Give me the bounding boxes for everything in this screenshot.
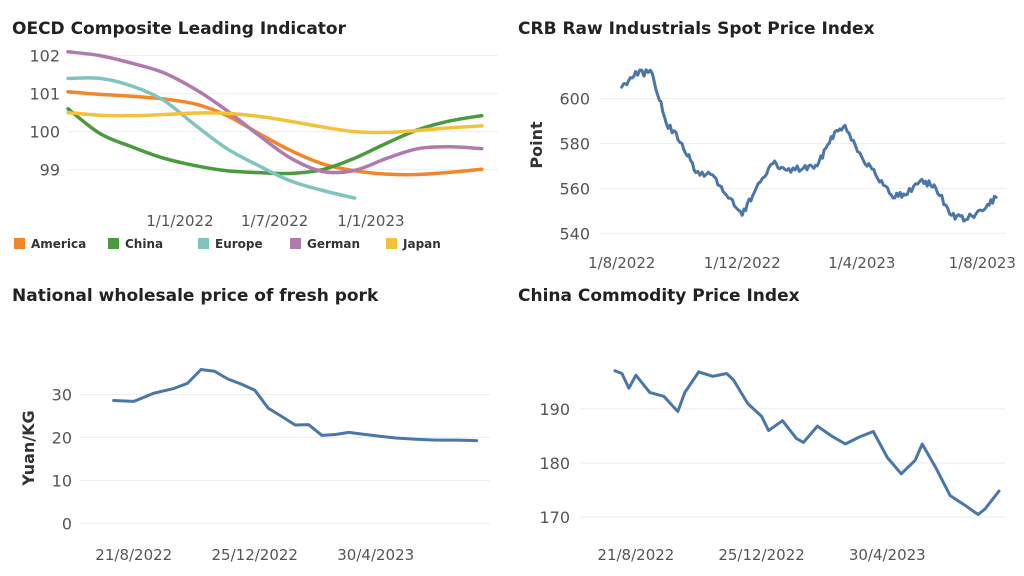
chart-oecd-y-tick: 100 (29, 123, 60, 142)
chart-crb-grid (600, 97, 1006, 234)
legend-label-america: America (31, 237, 86, 251)
chart-pork-x-ticks: 21/8/2022 25/12/2022 30/4/2023 (95, 546, 414, 564)
chart-oecd-y-tick: 99 (40, 161, 60, 180)
legend-swatch-german (290, 238, 301, 249)
chart-commodity-y-tick: 190 (539, 400, 570, 419)
chart-commodity-y-tick: 180 (539, 454, 570, 473)
chart-commodity-x-ticks: 21/8/2022 25/12/2022 30/4/2023 (597, 546, 925, 564)
chart-pork-y-tick: 30 (52, 385, 72, 404)
chart-commodity-series-line (613, 369, 1001, 516)
chart-commodity-y-tick: 170 (539, 508, 570, 527)
chart-pork-y-tick: 10 (52, 472, 72, 491)
chart-crb-x-tick: 1/4/2023 (828, 254, 895, 272)
chart-oecd-y-tick: 101 (29, 85, 60, 104)
chart-commodity: China Commodity Price Index 170 180 190 21… (518, 286, 1006, 564)
chart-oecd-title: OECD Composite Leading Indicator (12, 19, 347, 39)
chart-pork-x-tick: 25/12/2022 (212, 546, 298, 564)
chart-oecd-x-tick: 1/1/2023 (337, 212, 404, 230)
chart-commodity-grid (580, 408, 1006, 518)
chart-crb-x-tick: 1/12/2022 (704, 254, 781, 272)
chart-oecd-series-german (66, 50, 484, 175)
legend-swatch-america (14, 238, 25, 249)
chart-commodity-x-tick: 21/8/2022 (597, 546, 674, 564)
chart-oecd-grid (68, 55, 498, 171)
legend-label-europe: Europe (215, 237, 263, 251)
chart-commodity-series (613, 369, 1001, 516)
chart-oecd-x-tick: 1/1/2022 (146, 212, 213, 230)
legend-swatch-japan (386, 238, 397, 249)
legend-label-japan: Japan (402, 237, 441, 251)
chart-crb-y-tick: 540 (559, 224, 590, 243)
chart-crb-y-ticks: 540 560 580 600 (559, 89, 590, 243)
chart-oecd-y-ticks: 99 100 101 102 (29, 47, 60, 180)
chart-oecd-x-ticks: 1/1/2022 1/7/2022 1/1/2023 (146, 212, 404, 230)
chart-crb-series (620, 68, 998, 223)
chart-crb-x-ticks: 1/8/2022 1/12/2022 1/4/2023 1/8/2023 (588, 254, 1016, 272)
chart-crb-x-tick: 1/8/2022 (588, 254, 655, 272)
chart-pork-grid (80, 393, 490, 525)
chart-commodity-x-tick: 25/12/2022 (718, 546, 804, 564)
chart-pork-y-tick: 0 (62, 515, 72, 534)
chart-crb-y-tick: 560 (559, 179, 590, 198)
chart-oecd-series-japan (66, 110, 484, 135)
chart-commodity-x-tick: 30/4/2023 (849, 546, 926, 564)
chart-pork: National wholesale price of fresh pork Y… (12, 286, 490, 564)
chart-crb-x-tick: 1/8/2023 (949, 254, 1016, 272)
chart-pork-x-tick: 30/4/2023 (337, 546, 414, 564)
chart-oecd-series-europe (66, 76, 357, 200)
chart-pork-y-ticks: 0 10 20 30 (52, 385, 72, 533)
chart-crb-series-line (620, 68, 998, 223)
legend-label-german: German (307, 237, 360, 251)
chart-oecd-x-tick: 1/7/2022 (241, 212, 308, 230)
chart-oecd-series (66, 50, 484, 200)
chart-pork-ylabel: Yuan/KG (19, 410, 38, 486)
chart-oecd-legend: America China Europe German Japan (14, 237, 441, 251)
legend-swatch-europe (198, 238, 209, 249)
chart-crb-y-tick: 580 (559, 134, 590, 153)
chart-oecd-series-america (66, 89, 484, 177)
chart-pork-series-line (112, 368, 479, 443)
chart-crb-y-tick: 600 (559, 89, 590, 108)
chart-commodity-y-ticks: 170 180 190 (539, 400, 570, 527)
chart-commodity-title: China Commodity Price Index (518, 286, 800, 306)
legend-label-china: China (125, 237, 163, 251)
chart-crb-ylabel: Point (527, 121, 546, 169)
chart-oecd-y-tick: 102 (29, 47, 60, 66)
chart-pork-y-tick: 20 (52, 429, 72, 448)
chart-crb: CRB Raw Industrials Spot Price Index Poi… (518, 19, 1016, 272)
chart-oecd: OECD Composite Leading Indicator 99 100 10… (12, 19, 498, 251)
chart-pork-title: National wholesale price of fresh pork (12, 286, 379, 306)
chart-pork-x-tick: 21/8/2022 (95, 546, 172, 564)
legend-swatch-china (108, 238, 119, 249)
chart-crb-title: CRB Raw Industrials Spot Price Index (518, 19, 875, 39)
chart-pork-series (112, 368, 479, 443)
